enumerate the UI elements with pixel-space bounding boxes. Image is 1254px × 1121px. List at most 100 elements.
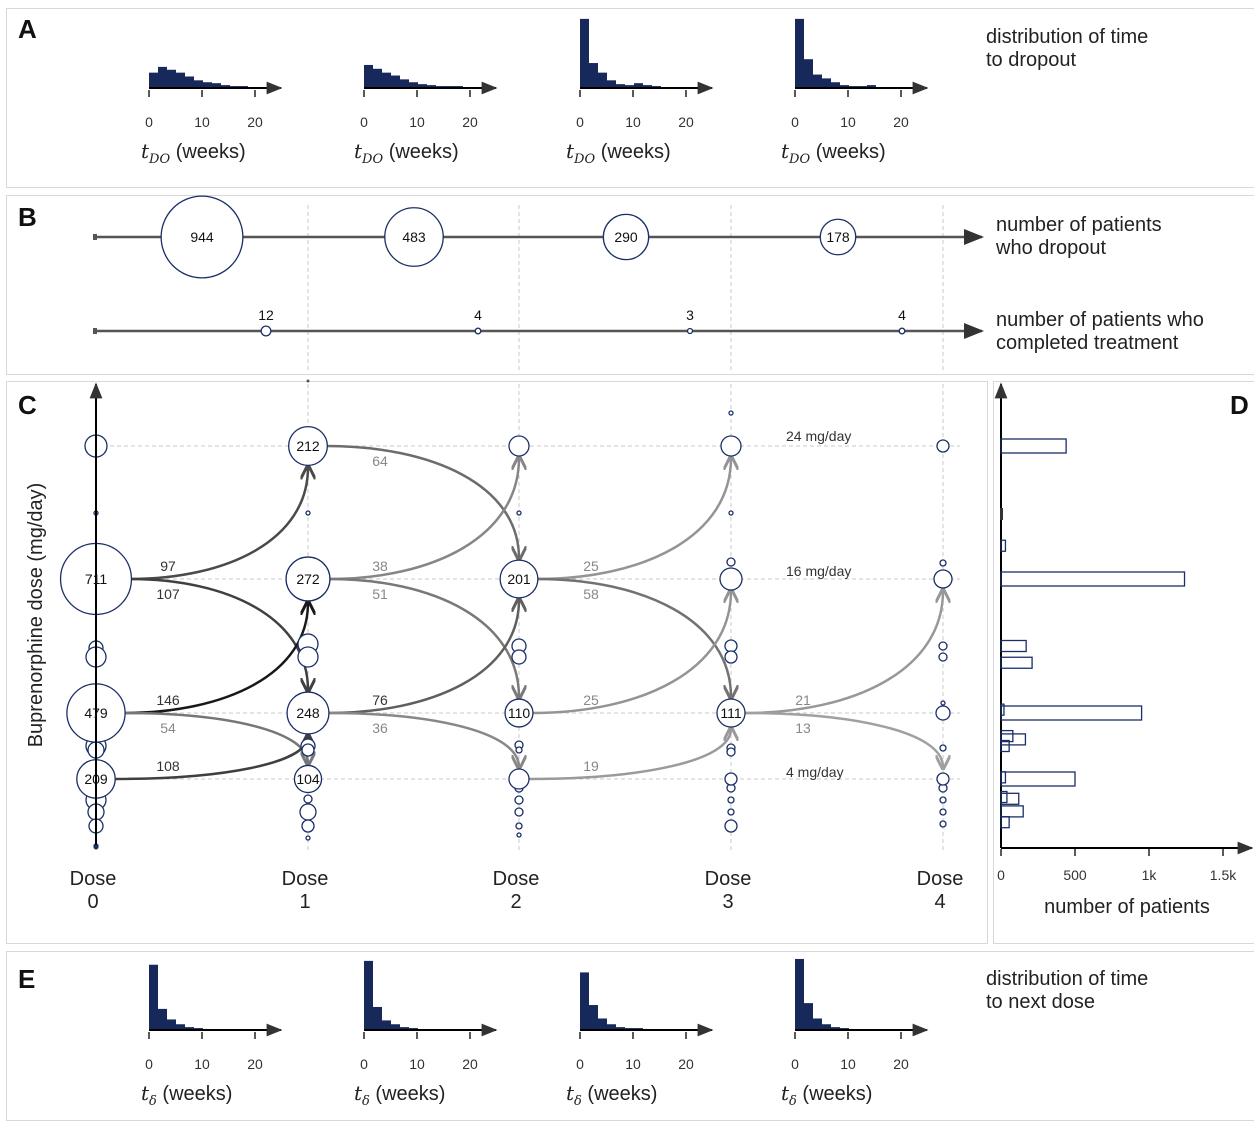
d-bar bbox=[1000, 733, 1027, 746]
flow-count-label: 36 bbox=[372, 720, 388, 736]
histogram-bar bbox=[616, 1027, 625, 1030]
histogram-bar bbox=[831, 82, 840, 88]
flow-count-label: 25 bbox=[583, 692, 599, 708]
flow-link bbox=[114, 736, 308, 781]
dose-category-number: 0 bbox=[87, 891, 98, 913]
histogram-bar bbox=[400, 79, 409, 88]
d-bar bbox=[1000, 438, 1067, 454]
histogram-bar bbox=[382, 72, 391, 88]
histogram-bar bbox=[221, 85, 230, 88]
histogram-bar bbox=[176, 1024, 185, 1030]
histogram-bar bbox=[813, 1018, 822, 1030]
histogram-bar bbox=[149, 964, 158, 1030]
dose-level-bubble bbox=[935, 705, 951, 721]
panel-b-label: B bbox=[18, 202, 37, 232]
histogram-bar bbox=[391, 75, 400, 88]
d-bar bbox=[1000, 739, 1010, 753]
panel-e-frame bbox=[6, 951, 1254, 1121]
histogram-tick-label: 10 bbox=[840, 114, 856, 130]
dose-category-label: Dose bbox=[493, 868, 540, 890]
dropout-bubble bbox=[384, 207, 444, 267]
d-tick-label: 1k bbox=[1142, 867, 1158, 883]
dose-category-label: Dose bbox=[70, 868, 117, 890]
histogram-bar bbox=[804, 59, 813, 88]
c-axis-top-dot bbox=[306, 379, 310, 383]
histogram-tick-label: 10 bbox=[194, 1056, 210, 1072]
dropout-bubble bbox=[602, 213, 650, 261]
histogram-bar bbox=[598, 1018, 607, 1030]
note-dropout-count: number of patients who dropout bbox=[996, 214, 1162, 259]
histogram-bar bbox=[212, 83, 221, 88]
histogram-bar bbox=[625, 85, 634, 88]
dose-node bbox=[499, 559, 539, 599]
dose-minor-bubble bbox=[727, 808, 735, 816]
dose-level-bubble bbox=[936, 439, 950, 453]
histogram-tick-label: 20 bbox=[462, 114, 478, 130]
histogram-bar bbox=[643, 85, 652, 88]
completed-axis-start bbox=[93, 328, 97, 334]
flow-count-label: 38 bbox=[372, 558, 388, 574]
flow-count-label: 21 bbox=[795, 692, 811, 708]
flow-count-label: 51 bbox=[372, 586, 388, 602]
histogram-tick-label: 0 bbox=[791, 114, 799, 130]
dose-node-value: 711 bbox=[85, 571, 108, 587]
dose-minor-bubble bbox=[726, 557, 736, 567]
histogram-bar bbox=[167, 69, 176, 88]
dose-minor-bubble bbox=[303, 794, 313, 804]
d-bar-stub bbox=[1000, 508, 1003, 520]
histogram-bar bbox=[840, 85, 849, 88]
flow-link bbox=[536, 577, 731, 697]
flow-count-label: 25 bbox=[583, 558, 599, 574]
dose-node bbox=[287, 425, 329, 467]
histogram-tick-label: 20 bbox=[678, 114, 694, 130]
flow-link bbox=[327, 600, 519, 715]
histogram-bar bbox=[364, 960, 373, 1030]
dose-minor-bubble bbox=[724, 819, 738, 833]
histogram-xlabel: tδ (weeks) bbox=[354, 1081, 445, 1109]
flow-link bbox=[744, 591, 943, 715]
d-bar bbox=[1000, 771, 1076, 787]
histogram-xlabel: tDO (weeks) bbox=[781, 139, 886, 167]
histogram-bar bbox=[185, 76, 194, 88]
dose-node bbox=[286, 691, 330, 735]
panel-d-frame bbox=[993, 381, 1254, 944]
c-y-axis-label: Buprenorphine dose (mg/day) bbox=[25, 483, 47, 748]
dose-node bbox=[293, 764, 323, 794]
histogram-tick-label: 0 bbox=[360, 1056, 368, 1072]
histogram-xlabel: tDO (weeks) bbox=[141, 139, 246, 167]
completed-bubble-value: 3 bbox=[686, 307, 694, 323]
histogram-tick-label: 10 bbox=[840, 1056, 856, 1072]
histogram-xlabel: tδ (weeks) bbox=[566, 1081, 657, 1109]
panel-c-label: C bbox=[18, 390, 37, 420]
d-bar bbox=[1000, 705, 1143, 721]
dose-node-value: 209 bbox=[84, 771, 108, 787]
histogram-bar bbox=[813, 74, 822, 88]
dropout-bubble bbox=[819, 218, 857, 256]
dose-level-label: 4 mg/day bbox=[786, 764, 844, 780]
panel-e-label: E bbox=[18, 964, 36, 994]
completed-bubble-value: 4 bbox=[474, 307, 482, 323]
histogram-bar bbox=[203, 82, 212, 88]
dose-minor-bubble bbox=[516, 832, 522, 838]
dose-category-label: Dose bbox=[705, 868, 752, 890]
flow-count-label: 107 bbox=[156, 586, 180, 602]
histogram-tick-label: 10 bbox=[194, 114, 210, 130]
dose-level-label: 24 mg/day bbox=[786, 428, 851, 444]
flow-count-label: 64 bbox=[372, 453, 388, 469]
completed-bubble-value: 12 bbox=[258, 307, 274, 323]
dose-minor-bubble bbox=[515, 822, 523, 830]
flow-count-label: 76 bbox=[372, 692, 388, 708]
dose-level-bubble bbox=[933, 569, 953, 589]
d-tick-label: 1.5k bbox=[1210, 867, 1237, 883]
histogram-bar bbox=[176, 72, 185, 88]
flow-link bbox=[123, 711, 308, 763]
histogram-bar bbox=[391, 1024, 400, 1030]
flow-count-label: 19 bbox=[583, 758, 599, 774]
dose-minor-bubble bbox=[938, 641, 948, 651]
histogram-bar bbox=[607, 1024, 616, 1030]
histogram-tick-label: 0 bbox=[145, 114, 153, 130]
dose-minor-bubble bbox=[939, 559, 947, 567]
dose-minor-bubble bbox=[728, 510, 734, 516]
histogram-bar bbox=[822, 78, 831, 88]
histogram-bar bbox=[795, 18, 804, 89]
